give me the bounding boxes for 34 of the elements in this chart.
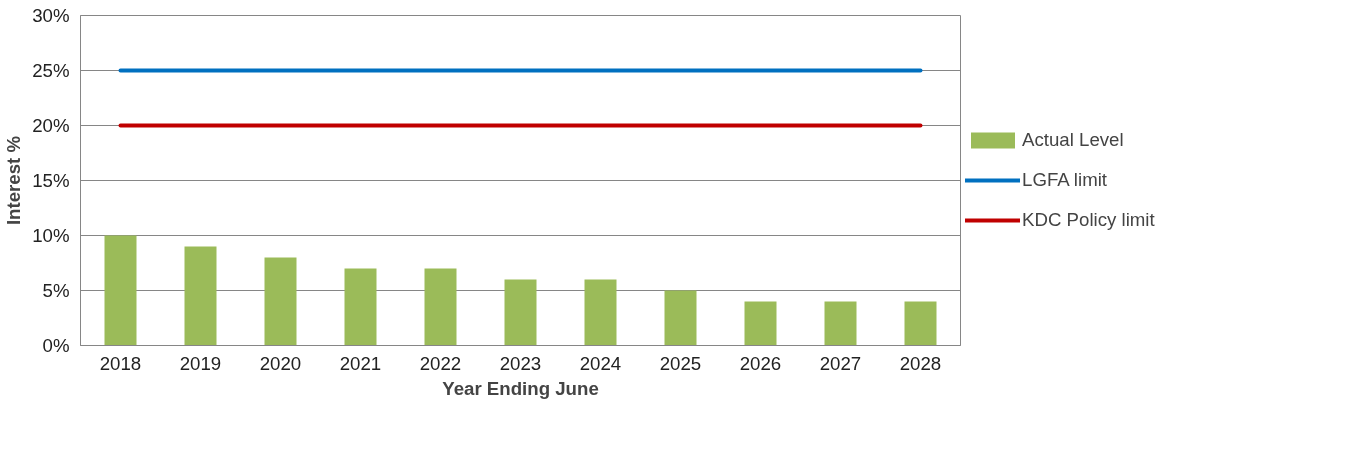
bar xyxy=(264,257,297,346)
x-tick-label: 2018 xyxy=(99,352,142,374)
x-axis-title: Year Ending June xyxy=(442,377,599,399)
x-tick-label: 2022 xyxy=(419,352,462,374)
bar xyxy=(184,246,217,346)
y-tick-label: 30% xyxy=(32,5,70,26)
x-tick-label: 2019 xyxy=(179,352,222,374)
legend-label: Actual Level xyxy=(1022,129,1124,151)
x-tick-label: 2028 xyxy=(899,352,942,374)
y-tick-label: 5% xyxy=(42,280,70,301)
bar xyxy=(504,279,537,346)
bar xyxy=(744,301,777,346)
x-tick-label: 2025 xyxy=(659,352,702,374)
bar xyxy=(904,301,937,346)
y-tick-label: 25% xyxy=(32,60,70,81)
x-tick-label: 2021 xyxy=(339,352,382,374)
x-tick-label: 2027 xyxy=(819,352,862,374)
bar xyxy=(344,268,377,346)
y-axis-title: Interest % xyxy=(3,135,25,226)
bar xyxy=(664,290,697,346)
legend-label: KDC Policy limit xyxy=(1022,209,1155,231)
y-tick-label: 15% xyxy=(32,170,70,191)
x-tick-label: 2023 xyxy=(499,352,542,374)
y-tick-label: 10% xyxy=(32,225,70,246)
x-tick-label: 2020 xyxy=(259,352,302,374)
legend-label: LGFA limit xyxy=(1022,169,1108,191)
y-tick-label: 0% xyxy=(42,335,70,356)
x-tick-label: 2026 xyxy=(739,352,782,374)
bar xyxy=(104,235,137,346)
y-tick-label: 20% xyxy=(32,115,70,136)
bar xyxy=(424,268,457,346)
x-tick-label: 2024 xyxy=(579,352,622,374)
bar xyxy=(824,301,857,346)
bar xyxy=(584,279,617,346)
